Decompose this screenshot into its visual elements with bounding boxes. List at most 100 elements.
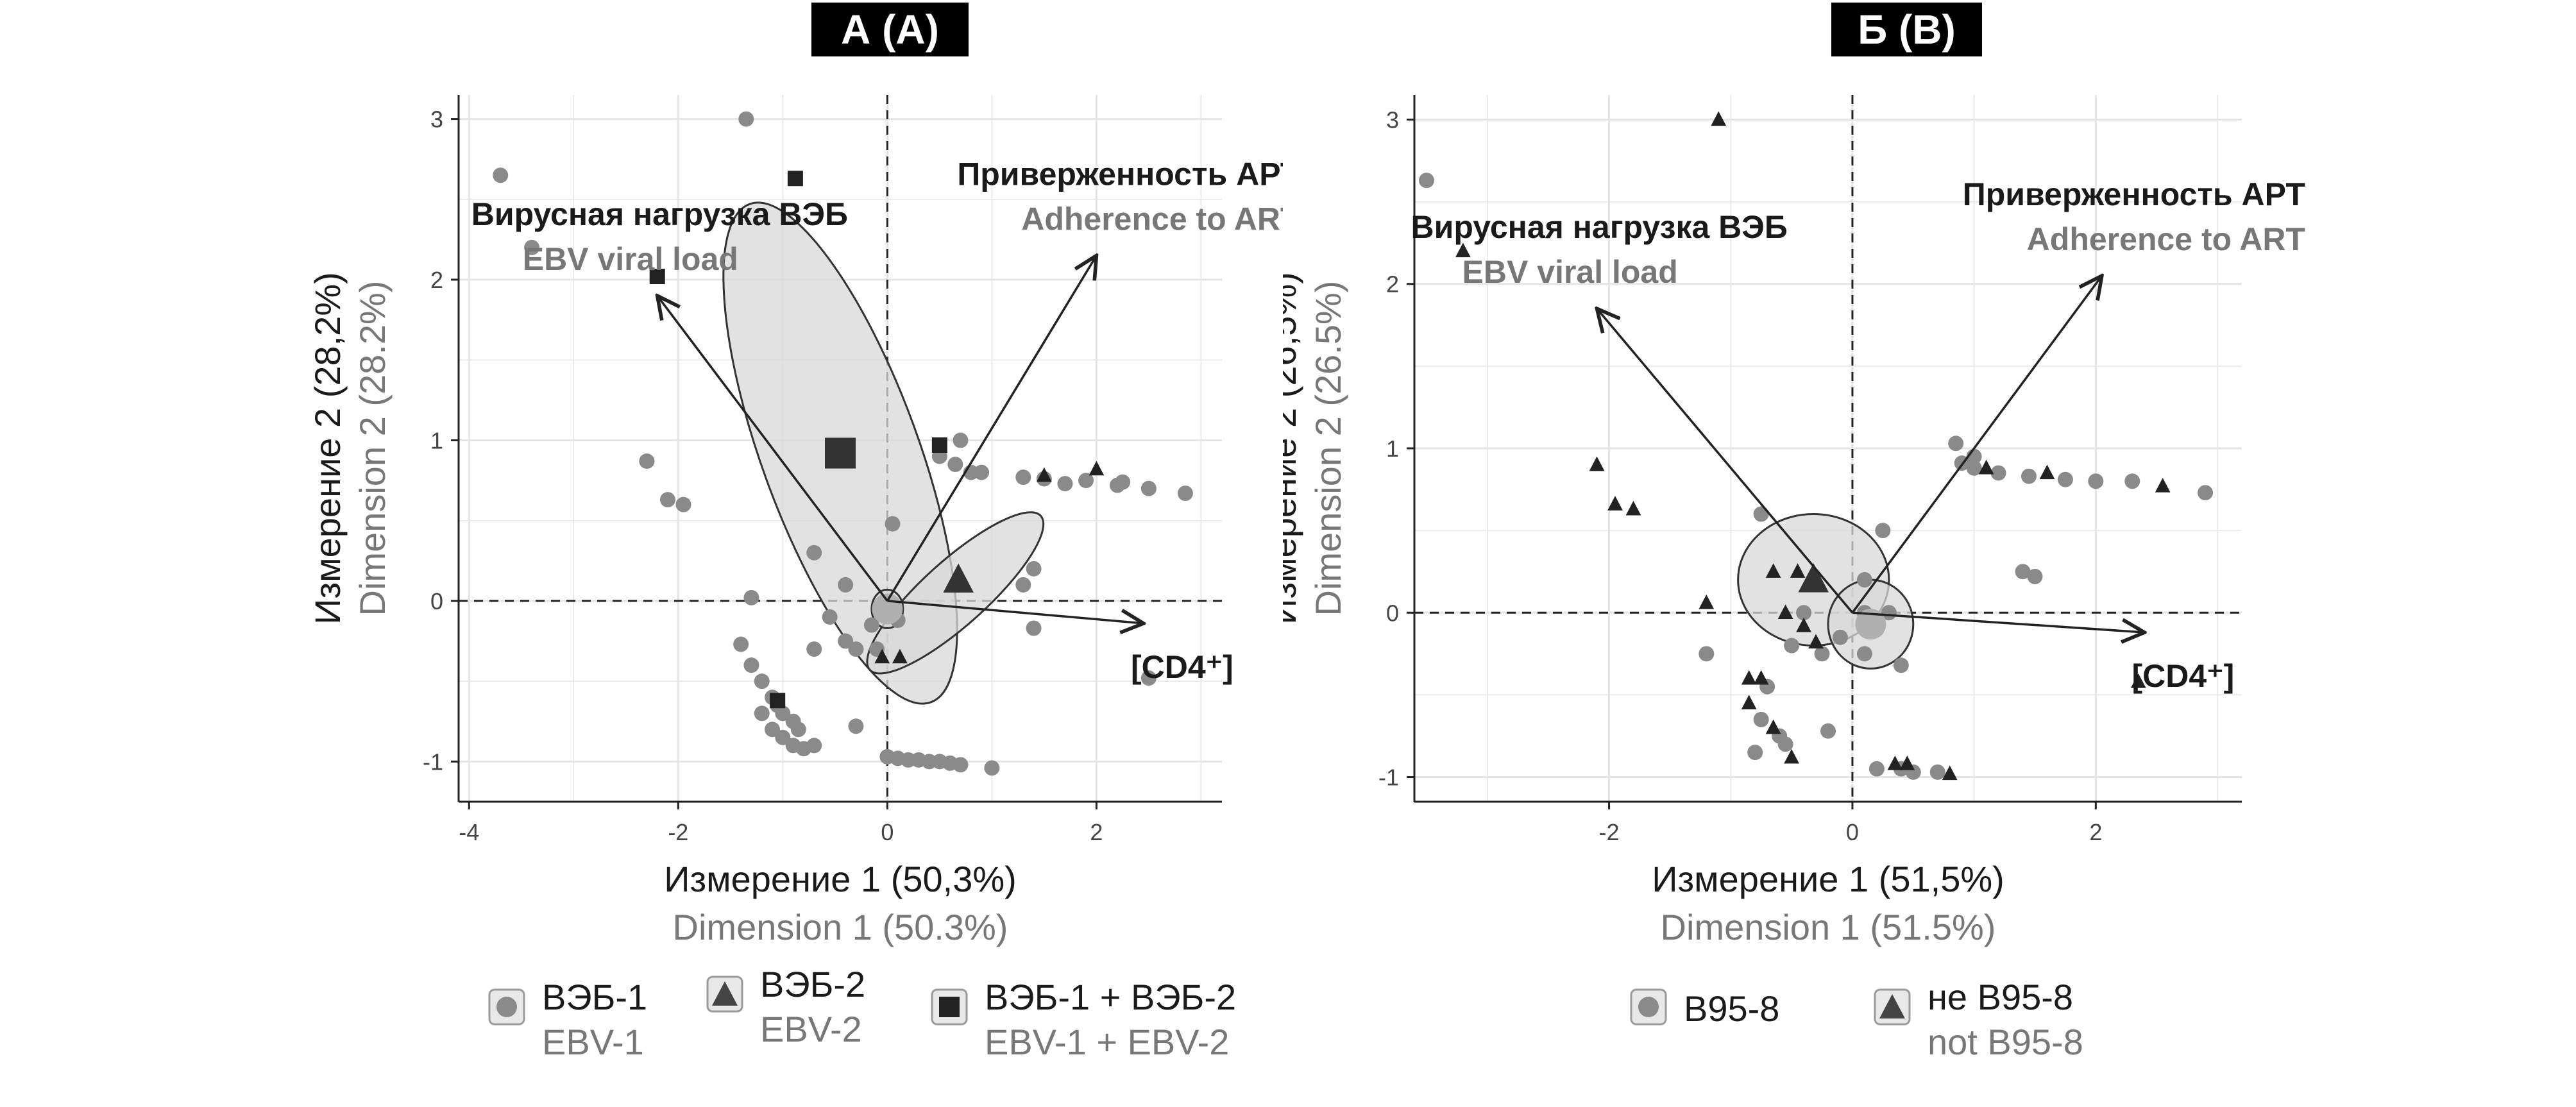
data-point bbox=[1978, 459, 1994, 475]
legend-not-b958-ru: не B95-8 bbox=[1928, 977, 2074, 1017]
vector-label: Вирусная нагрузка ВЭБ bbox=[471, 196, 848, 232]
x-tick-label: -4 bbox=[459, 819, 479, 845]
data-point bbox=[2057, 471, 2073, 487]
data-point bbox=[639, 453, 655, 469]
y-axis-title: Измерение 2 (26,5%) bbox=[1283, 272, 1303, 625]
data-point bbox=[1115, 474, 1131, 490]
data-point bbox=[1455, 242, 1471, 258]
data-point bbox=[1948, 435, 1964, 452]
legend-both-en: EBV-1 + EBV-2 bbox=[985, 1022, 1230, 1062]
data-point bbox=[1625, 500, 1641, 516]
data-point bbox=[953, 432, 969, 448]
data-point bbox=[2130, 673, 2146, 688]
triangle-marker-icon bbox=[706, 976, 743, 1013]
legend-ebv1-en: EBV-1 bbox=[542, 1022, 644, 1062]
legend-both-ru: ВЭБ-1 + ВЭБ-2 bbox=[985, 977, 1237, 1017]
data-point bbox=[649, 269, 665, 285]
data-point bbox=[733, 636, 749, 652]
data-point bbox=[1899, 756, 1915, 770]
legend-item-b958: B95-8 bbox=[1629, 975, 1779, 1031]
data-point bbox=[1015, 577, 1031, 593]
data-point bbox=[743, 589, 759, 605]
data-point bbox=[2124, 473, 2140, 489]
data-point bbox=[1741, 695, 1757, 709]
data-point bbox=[1177, 486, 1193, 502]
square-marker-icon bbox=[931, 988, 968, 1026]
data-point bbox=[838, 633, 854, 649]
data-point bbox=[770, 693, 786, 709]
data-point bbox=[1589, 456, 1605, 471]
panel-b-plot: -2 0 2 -1 0 1 2 3 Измерение 1 (51,5%) Dimension 1… bbox=[1283, 95, 2305, 947]
vector-label-en: EBV viral load bbox=[1462, 254, 1678, 290]
x-axis-title-en: Dimension 1 (50.3%) bbox=[673, 907, 1008, 947]
data-point bbox=[947, 457, 963, 473]
data-point bbox=[1856, 572, 1872, 588]
y-tick-label: 0 bbox=[430, 588, 443, 614]
data-point bbox=[931, 437, 947, 453]
data-point bbox=[806, 545, 822, 561]
data-point bbox=[1140, 480, 1157, 496]
data-point bbox=[1699, 594, 1715, 609]
data-point bbox=[1699, 646, 1715, 662]
data-point bbox=[493, 167, 509, 183]
data-point bbox=[1990, 465, 2006, 481]
data-point bbox=[1607, 496, 1623, 511]
data-point bbox=[874, 648, 890, 664]
y-axis-title-group: Измерение 2 (26,5%)Dimension 2 (26.5%) bbox=[1283, 272, 1348, 625]
vector-label: [CD4⁺] bbox=[1131, 649, 1233, 685]
data-point bbox=[822, 609, 838, 625]
data-point bbox=[2039, 464, 2055, 480]
x-axis-title: Измерение 1 (51,5%) bbox=[1652, 859, 2004, 899]
data-point bbox=[1790, 563, 1806, 578]
data-point bbox=[1868, 761, 1885, 777]
data-point bbox=[787, 171, 803, 187]
circle-marker-icon bbox=[1630, 988, 1667, 1026]
panel-a-title: А (A) bbox=[811, 3, 969, 56]
y-tick-label: -1 bbox=[423, 748, 443, 775]
data-point bbox=[863, 617, 879, 633]
legend-item-ebv1: ВЭБ-1 EBV-1 bbox=[487, 975, 647, 1065]
data-point bbox=[1026, 561, 1042, 577]
y-tick-label: 1 bbox=[430, 427, 443, 453]
data-point bbox=[660, 492, 676, 508]
centroid-marker bbox=[872, 593, 903, 625]
data-point bbox=[1711, 111, 1727, 126]
triangle-marker-icon bbox=[1874, 988, 1911, 1026]
loading-vector bbox=[657, 296, 888, 602]
data-point bbox=[1015, 469, 1031, 486]
data-point bbox=[1796, 617, 1811, 632]
x-tick-label: 2 bbox=[2089, 819, 2102, 845]
data-point bbox=[1808, 634, 1824, 649]
data-point bbox=[2088, 473, 2104, 489]
y-axis-title: Измерение 2 (28,2%) bbox=[307, 272, 348, 625]
vector-label-en: Adherence to ART bbox=[1021, 201, 1283, 237]
x-tick-label: 2 bbox=[1090, 819, 1103, 845]
data-point bbox=[848, 641, 864, 657]
data-point bbox=[765, 722, 781, 738]
legend-item-ebv2: ВЭБ-2 EBV-2 bbox=[706, 964, 865, 1052]
loading-vector bbox=[1852, 611, 2144, 632]
data-point bbox=[2015, 564, 2031, 580]
data-point bbox=[754, 673, 770, 689]
x-tick-label: -2 bbox=[1599, 819, 1620, 845]
vector-label: Приверженность АРТ bbox=[1963, 176, 2305, 212]
data-point bbox=[2021, 468, 2037, 484]
centroid-marker bbox=[825, 437, 856, 469]
data-point bbox=[892, 648, 908, 664]
panel-b-title: Б (B) bbox=[1831, 3, 1982, 56]
data-point bbox=[1814, 646, 1830, 662]
data-point bbox=[1784, 638, 1800, 654]
x-axis-title-en: Dimension 1 (51.5%) bbox=[1661, 907, 1996, 947]
y-tick-label: 1 bbox=[1386, 435, 1399, 462]
y-tick-label: 2 bbox=[1386, 271, 1399, 298]
data-point bbox=[1777, 736, 1793, 752]
centroid-marker bbox=[943, 563, 974, 593]
data-point bbox=[790, 722, 806, 738]
y-tick-label: -1 bbox=[1378, 765, 1399, 791]
data-point bbox=[1942, 765, 1958, 781]
x-axis-title: Измерение 1 (50,3%) bbox=[664, 859, 1017, 899]
y-tick-label: 3 bbox=[1386, 106, 1399, 133]
y-axis-title-en: Dimension 2 (28.2%) bbox=[352, 281, 393, 616]
loading-vector bbox=[886, 255, 1096, 602]
